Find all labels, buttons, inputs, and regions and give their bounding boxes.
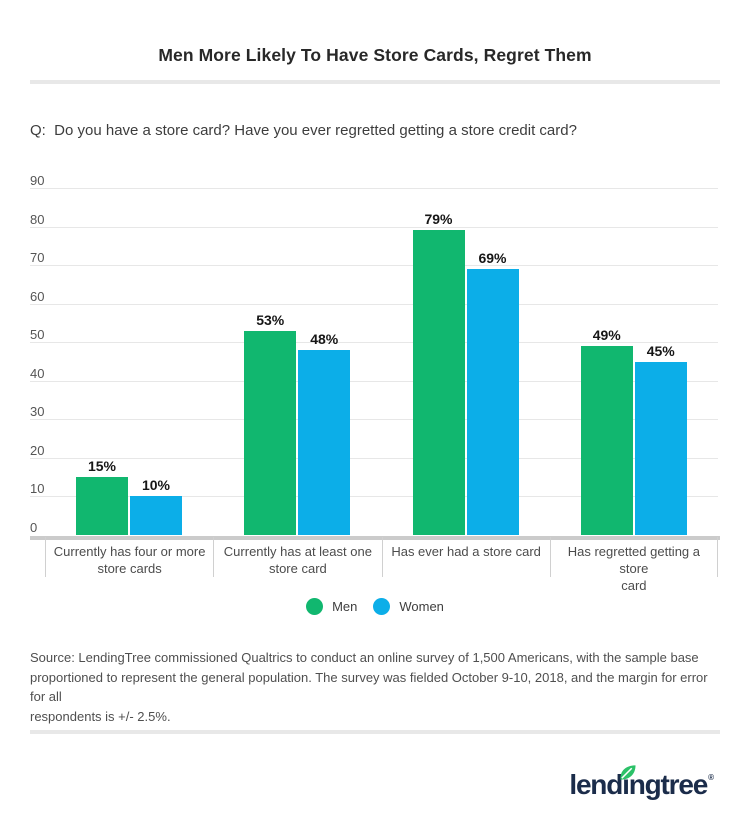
y-axis-tick-label: 30 — [30, 404, 45, 420]
y-axis-tick-label: 80 — [30, 211, 45, 227]
gridline — [30, 496, 718, 498]
category-label: Currently has four or more store cards — [45, 537, 213, 577]
bar-value-label: 10% — [141, 477, 171, 494]
bar-value-label: 79% — [424, 211, 453, 228]
bar-value-label: 53% — [256, 311, 285, 328]
bar-women — [466, 268, 519, 535]
logo-text: lend — [569, 769, 623, 800]
category-label: Has ever had a store card — [381, 537, 550, 577]
legend-label: Women — [399, 598, 444, 614]
y-axis-tick-label: 10 — [30, 481, 45, 497]
bar-value-label: 15% — [87, 458, 117, 475]
gridline — [30, 188, 718, 189]
source-line: Source: LendingTree commissioned Qualtri… — [30, 650, 699, 665]
y-axis-tick-label: 0 — [30, 520, 38, 535]
lendingtree-logo: lendı ngtree® — [569, 753, 714, 803]
x-axis-category-labels: Currently has four or more store cards Cu… — [45, 537, 718, 593]
category-label: Currently has at least one store card — [213, 537, 381, 577]
legend-label: Men — [332, 598, 358, 614]
bar-men — [76, 477, 128, 535]
bar-value-label: 45% — [646, 342, 675, 359]
bar-women — [634, 361, 687, 535]
y-axis-tick-label: 60 — [30, 288, 45, 304]
legend-item-women: Women — [373, 597, 444, 615]
chart-grid: 0 10 20 30 40 50 60 70 80 90 — [30, 173, 718, 535]
source-line: proportioned to represent the general po… — [30, 669, 708, 705]
category-label: Has regretted getting a store card — [549, 537, 718, 593]
survey-question: Q: Do you have a store card? Have you ev… — [30, 122, 577, 139]
bar-men — [244, 330, 297, 535]
bar-plot-area: 15% 10% 53% 48% 79% 69% 49% 45% — [45, 188, 718, 535]
bar-women — [130, 496, 182, 535]
gridline — [30, 303, 718, 305]
leaf-icon — [618, 747, 637, 780]
bar-value-label: 48% — [310, 330, 339, 347]
bar-value-label: 69% — [478, 249, 507, 266]
bar-value-label: 49% — [592, 327, 621, 344]
legend-swatch-women — [373, 597, 391, 615]
y-axis-tick-label: 40 — [30, 365, 45, 381]
gridline — [30, 419, 718, 421]
registered-mark: ® — [708, 773, 714, 782]
y-axis-tick-label: 20 — [30, 442, 45, 458]
gridline — [30, 265, 718, 267]
top-divider — [30, 80, 720, 84]
logo-letter-i: ı — [620, 760, 636, 810]
y-axis-tick-label: 50 — [30, 327, 45, 343]
legend-swatch-men — [306, 597, 324, 615]
gridline — [30, 342, 718, 344]
bar-men — [580, 346, 633, 535]
legend-item-men: Men — [306, 597, 358, 615]
chart-legend: Men Women — [0, 597, 750, 615]
logo-text: ngtree — [628, 769, 709, 800]
bar-men — [412, 230, 465, 535]
bottom-divider — [30, 730, 720, 734]
bar-women — [298, 349, 351, 535]
gridline — [30, 226, 718, 228]
source-line: respondents is +/- 2.5%. — [30, 708, 171, 724]
source-note: Source: LendingTree commissioned Qualtri… — [30, 648, 720, 726]
chart-title: Men More Likely To Have Store Cards, Reg… — [158, 45, 592, 65]
gridline — [30, 380, 718, 382]
y-axis-tick-label: 90 — [30, 173, 45, 188]
y-axis-tick-label: 70 — [30, 250, 45, 266]
x-axis-baseline — [30, 536, 720, 540]
gridline — [30, 457, 718, 459]
